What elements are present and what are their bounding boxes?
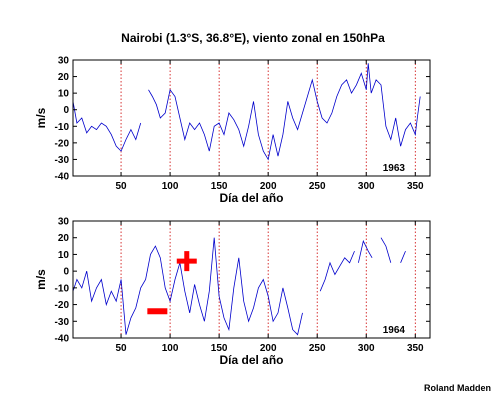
y-axis-label: m/s xyxy=(34,107,48,128)
y-tick-label: 10 xyxy=(58,250,70,261)
minus-marker xyxy=(147,308,168,315)
series-line xyxy=(72,63,421,161)
x-tick-label: 50 xyxy=(115,343,127,354)
x-tick-label: 250 xyxy=(309,181,326,192)
plus-marker-v xyxy=(184,251,190,272)
year-label: 1964 xyxy=(383,325,406,336)
x-tick-label: 200 xyxy=(260,343,277,354)
x-tick-label: 350 xyxy=(407,181,424,192)
chart-panel-1964: 50 100 150 200 250 300 350 -40 -30 -20 -10 0 10 20 30 D… xyxy=(34,217,431,367)
y-tick-label: -10 xyxy=(55,122,70,133)
y-tick-label: 20 xyxy=(58,72,70,83)
y-tick-label: 10 xyxy=(58,89,70,100)
x-tick-label: 150 xyxy=(211,181,228,192)
y-axis-label: m/s xyxy=(34,269,48,290)
y-tick-label: -20 xyxy=(55,138,70,149)
x-tick-label: 350 xyxy=(407,343,424,354)
y-tick-label: 30 xyxy=(58,217,70,228)
year-label: 1963 xyxy=(383,163,406,174)
y-tick-label: 0 xyxy=(63,105,69,116)
series-line xyxy=(72,237,406,336)
y-tick-label: 20 xyxy=(58,233,70,244)
x-tick-label: 150 xyxy=(211,343,228,354)
x-tick-label: 100 xyxy=(162,343,179,354)
credit-label: Roland Madden xyxy=(424,383,491,393)
x-tick-label: 100 xyxy=(162,181,179,192)
plot-frame xyxy=(72,59,431,177)
y-tick-label: -30 xyxy=(55,317,70,328)
x-axis-label: Día del año xyxy=(219,191,283,205)
y-tick-label: 30 xyxy=(58,56,70,67)
plot-frame xyxy=(72,220,431,339)
figure-title: Nairobi (1.3°S, 36.8°E), viento zonal en… xyxy=(121,31,385,45)
x-tick-label: 50 xyxy=(115,181,127,192)
y-tick-label: -30 xyxy=(55,155,70,166)
x-tick-label: 200 xyxy=(260,181,277,192)
y-tick-label: 0 xyxy=(63,267,69,278)
y-tick-label: -40 xyxy=(55,334,70,345)
y-tick-label: -10 xyxy=(55,283,70,294)
x-axis-label: Día del año xyxy=(219,353,283,367)
x-tick-label: 250 xyxy=(309,343,326,354)
chart-panel-1963: 50 100 150 200 250 300 350 -40 -30 -20 -10 0 10 20 30 D… xyxy=(34,56,431,205)
y-tick-label: -40 xyxy=(55,172,70,183)
y-tick-label: -20 xyxy=(55,300,70,311)
x-tick-label: 300 xyxy=(358,181,375,192)
x-tick-label: 300 xyxy=(358,343,375,354)
